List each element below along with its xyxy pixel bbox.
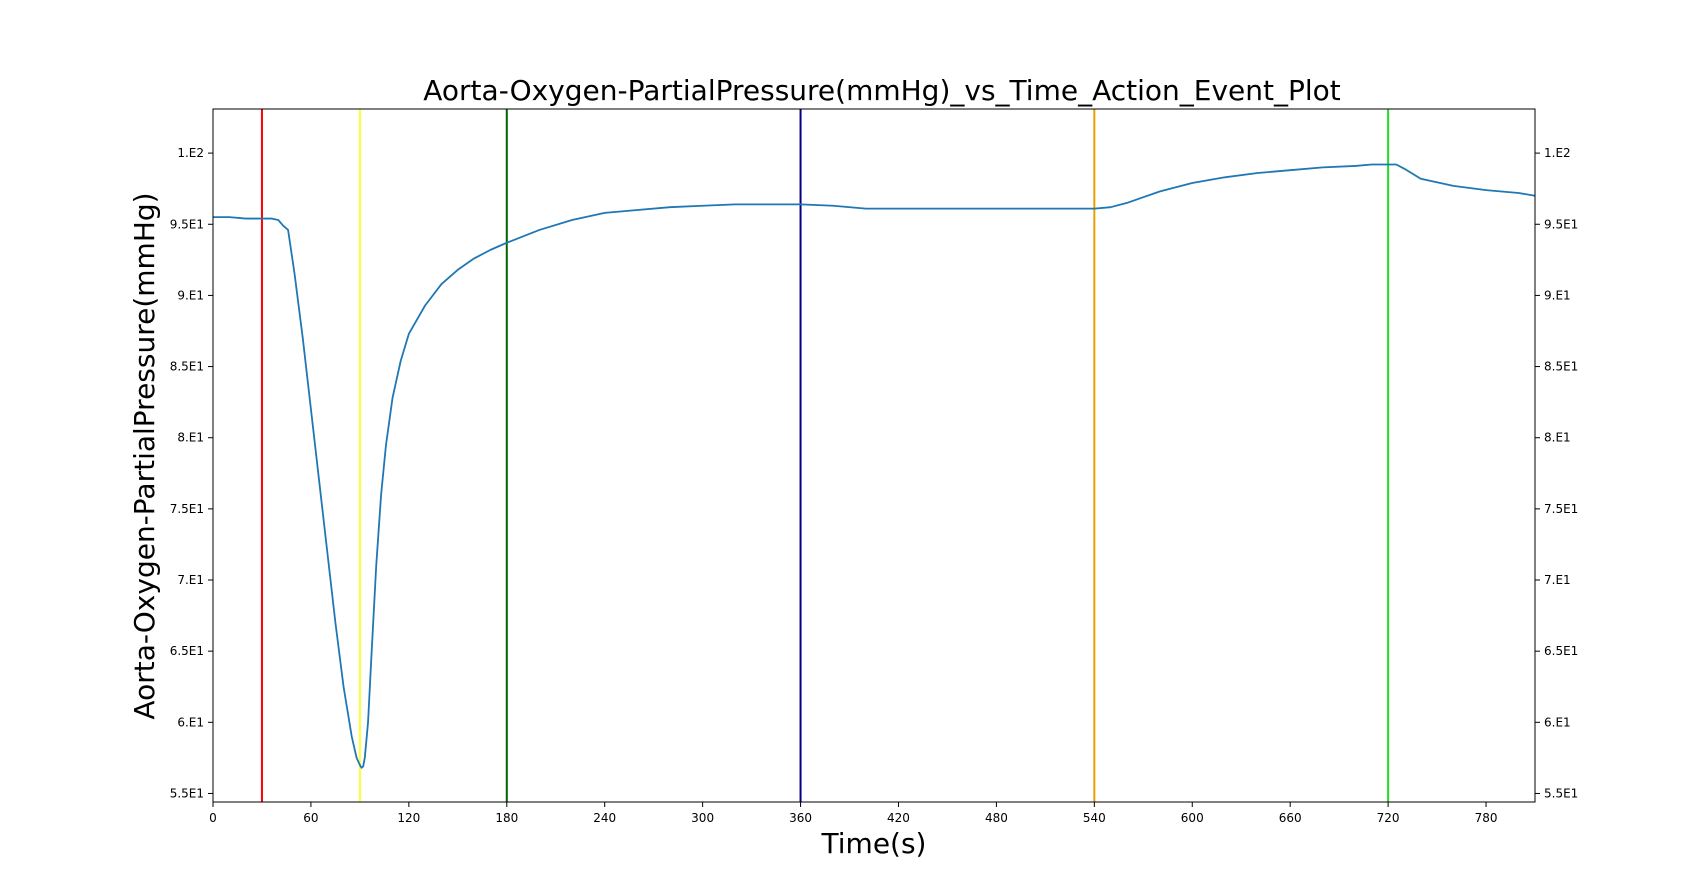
series-layer: [213, 163, 1536, 769]
x-tick-label-7: 420: [887, 811, 910, 825]
x-tick-label-12: 720: [1377, 811, 1400, 825]
y-tick-label-left-3: 7.E1: [177, 573, 204, 587]
y-tick-label-right-7: 9.E1: [1544, 288, 1571, 302]
y-tick-label-right-2: 6.5E1: [1544, 644, 1578, 658]
x-tick-label-5: 300: [691, 811, 714, 825]
y-tick-label-right-3: 7.E1: [1544, 573, 1571, 587]
x-tick-label-2: 120: [397, 811, 420, 825]
x-tick-label-8: 480: [985, 811, 1008, 825]
y-axis-ticks: 5.5E1 5.5E1 6.E1 6.E1 6.5E1 6.5E1 7.E1 7.E1 7.5E…: [170, 146, 1579, 800]
y-tick-label-left-4: 7.5E1: [170, 502, 204, 516]
y-tick-label-right-8: 9.5E1: [1544, 217, 1578, 231]
x-tick-label-9: 540: [1083, 811, 1106, 825]
x-tick-label-13: 780: [1475, 811, 1498, 825]
x-tick-label-6: 360: [789, 811, 812, 825]
x-axis-ticks: 0 60 120 180 240 300 360 420 480 540 600 660 720 780: [209, 802, 1497, 825]
x-tick-label-11: 660: [1279, 811, 1302, 825]
x-tick-label-1: 60: [303, 811, 318, 825]
y-tick-label-left-0: 5.5E1: [170, 786, 204, 800]
series-line-0: [213, 163, 1536, 769]
event-lines: [260, 109, 1390, 802]
y-tick-label-right-9: 1.E2: [1544, 146, 1571, 160]
plot-frame: [212, 108, 1536, 803]
y-tick-label-right-4: 7.5E1: [1544, 502, 1578, 516]
y-axis-label: Aorta-Oxygen-PartialPressure(mmHg): [128, 192, 161, 719]
x-axis-label: Time(s): [821, 827, 927, 860]
y-tick-label-left-8: 9.5E1: [170, 217, 204, 231]
y-tick-label-left-2: 6.5E1: [170, 644, 204, 658]
y-tick-label-left-6: 8.5E1: [170, 360, 204, 374]
y-tick-label-left-9: 1.E2: [177, 146, 204, 160]
y-tick-label-right-6: 8.5E1: [1544, 360, 1578, 374]
y-tick-label-left-5: 8.E1: [177, 431, 204, 445]
y-tick-label-left-7: 9.E1: [177, 288, 204, 302]
y-tick-label-right-0: 5.5E1: [1544, 786, 1578, 800]
chart-title: Aorta-Oxygen-PartialPressure(mmHg)_vs_Ti…: [423, 74, 1341, 107]
y-tick-label-right-1: 6.E1: [1544, 715, 1571, 729]
x-tick-label-0: 0: [209, 811, 217, 825]
x-tick-label-4: 240: [593, 811, 616, 825]
y-tick-label-right-5: 8.E1: [1544, 431, 1571, 445]
x-tick-label-3: 180: [495, 811, 518, 825]
x-tick-label-10: 600: [1181, 811, 1204, 825]
y-tick-label-left-1: 6.E1: [177, 715, 204, 729]
